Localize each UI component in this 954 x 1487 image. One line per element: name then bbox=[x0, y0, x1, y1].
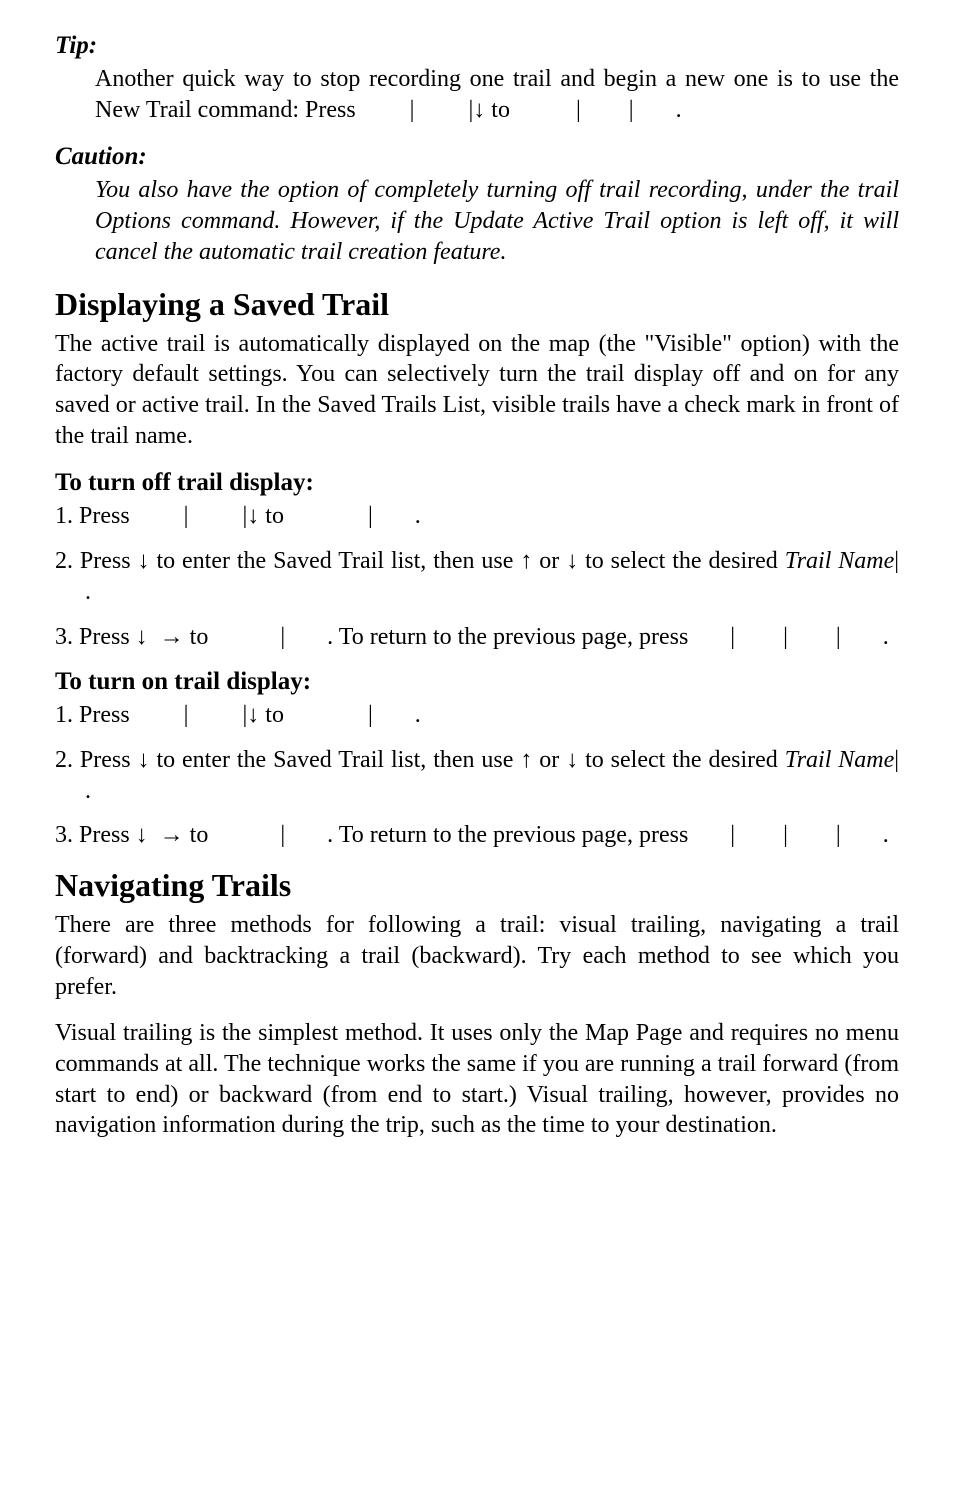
right-arrow: → bbox=[160, 822, 184, 848]
pipe: | bbox=[836, 822, 841, 848]
step-text: 2. Press bbox=[55, 747, 131, 773]
dot: . bbox=[85, 579, 91, 605]
section1-body: The active trail is automatically displa… bbox=[55, 329, 899, 452]
nav-p1: There are three methods for following a … bbox=[55, 910, 899, 1002]
step-text: 1. Press bbox=[55, 702, 130, 728]
caution-label: Caution: bbox=[55, 141, 899, 173]
down-arrow: ↓ bbox=[136, 822, 148, 848]
step-text: to enter the Saved Trail list, then use bbox=[156, 747, 513, 773]
dot: . bbox=[415, 503, 421, 529]
step-text: to bbox=[265, 503, 284, 529]
right-arrow: → bbox=[160, 624, 184, 650]
down-arrow: ↓ bbox=[566, 548, 578, 574]
tip-label: Tip: bbox=[55, 30, 899, 62]
pipe: | bbox=[783, 822, 788, 848]
pipe: | bbox=[783, 624, 788, 650]
trail-name: Trail Name bbox=[785, 747, 895, 773]
section-heading-display: Displaying a Saved Trail bbox=[55, 284, 899, 325]
step-text: 1. Press bbox=[55, 503, 130, 529]
on-step-3: 3. Press ↓ → to | . To return to the pre… bbox=[55, 820, 899, 851]
pipe: | bbox=[280, 624, 285, 650]
caution-body: You also have the option of completely t… bbox=[95, 175, 899, 267]
section-heading-nav: Navigating Trails bbox=[55, 865, 899, 906]
pipe: | bbox=[730, 624, 735, 650]
up-arrow: ↑ bbox=[520, 747, 532, 773]
caution-block: Caution: You also have the option of com… bbox=[55, 141, 899, 267]
pipe: | bbox=[368, 503, 373, 529]
step-text: . To return to the previous page, press bbox=[327, 822, 688, 848]
pipe: | bbox=[368, 702, 373, 728]
trail-name: Trail Name bbox=[785, 548, 895, 574]
nav-p2: Visual trailing is the simplest method. … bbox=[55, 1018, 899, 1141]
step-text: to bbox=[190, 822, 209, 848]
dot: . bbox=[883, 624, 889, 650]
pipe: | bbox=[730, 822, 735, 848]
step-text: 3. Press bbox=[55, 624, 130, 650]
off-step-3: 3. Press ↓ → to | . To return to the pre… bbox=[55, 622, 899, 653]
step-text: 2. Press bbox=[55, 548, 131, 574]
step-text: to bbox=[190, 624, 209, 650]
pipe: | bbox=[410, 97, 415, 123]
step-text: or bbox=[539, 747, 559, 773]
tip-body: Another quick way to stop recording one … bbox=[95, 64, 899, 125]
up-arrow: ↑ bbox=[520, 548, 532, 574]
down-arrow: ↓ bbox=[138, 747, 150, 773]
pipe: | bbox=[836, 624, 841, 650]
step-text: to bbox=[265, 702, 284, 728]
off-step-1: 1. Press | |↓ to | . bbox=[55, 501, 899, 532]
pipe: | bbox=[184, 503, 189, 529]
down-arrow: ↓ bbox=[138, 548, 150, 574]
step-text: . To return to the previous page, press bbox=[327, 624, 688, 650]
pipe: | bbox=[184, 702, 189, 728]
down-arrow: ↓ bbox=[247, 702, 259, 728]
pipe: | bbox=[280, 822, 285, 848]
step-text: to select the desired bbox=[585, 747, 778, 773]
tip-block: Tip: Another quick way to stop recording… bbox=[55, 30, 899, 125]
step-text: to enter the Saved Trail list, then use bbox=[156, 548, 513, 574]
tip-text-2: to bbox=[491, 97, 510, 123]
down-arrow: ↓ bbox=[247, 503, 259, 529]
dot: . bbox=[883, 822, 889, 848]
step-text: 3. Press bbox=[55, 822, 130, 848]
dot: . bbox=[415, 702, 421, 728]
pipe: | bbox=[894, 548, 899, 574]
down-arrow: ↓ bbox=[136, 624, 148, 650]
document-page: Tip: Another quick way to stop recording… bbox=[0, 0, 954, 1487]
down-arrow: ↓ bbox=[473, 97, 485, 123]
step-text: to select the desired bbox=[585, 548, 778, 574]
on-step-1: 1. Press | |↓ to | . bbox=[55, 700, 899, 731]
pipe: | bbox=[576, 97, 581, 123]
turn-on-label: To turn on trail display: bbox=[55, 666, 899, 698]
pipe: | bbox=[894, 747, 899, 773]
turn-off-label: To turn off trail display: bbox=[55, 467, 899, 499]
down-arrow: ↓ bbox=[566, 747, 578, 773]
dot: . bbox=[85, 778, 91, 804]
off-step-2: 2. Press ↓ to enter the Saved Trail list… bbox=[55, 546, 899, 607]
dot: . bbox=[676, 97, 682, 123]
pipe: | bbox=[629, 97, 634, 123]
on-step-2: 2. Press ↓ to enter the Saved Trail list… bbox=[55, 745, 899, 806]
step-text: or bbox=[539, 548, 559, 574]
